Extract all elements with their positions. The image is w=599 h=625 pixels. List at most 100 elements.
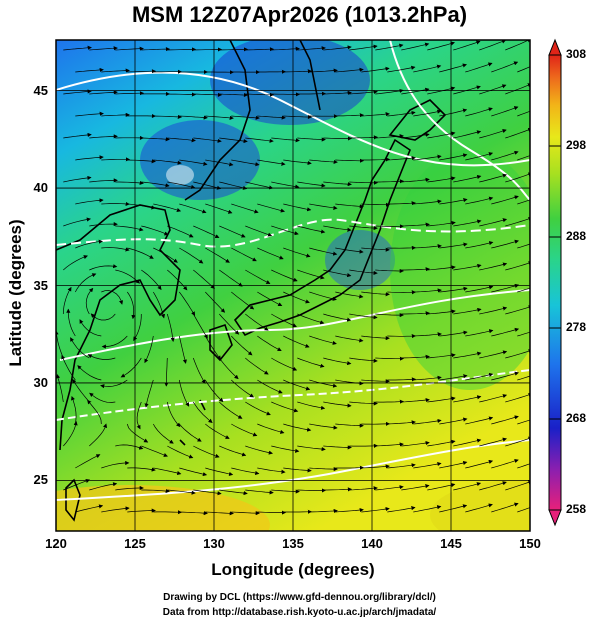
streamline [166,401,181,428]
streamline [219,225,246,238]
streamline [141,46,170,52]
streamline [427,396,456,403]
streamline [271,181,300,189]
streamline [85,287,94,315]
streamline [361,66,390,73]
streamline [115,485,144,491]
streamline [205,115,234,120]
streamline [335,423,364,428]
streamline [335,158,364,163]
streamline [491,458,519,469]
streamline [205,379,224,403]
streamline [309,379,338,388]
streamline [193,445,220,458]
streamline [387,463,416,469]
streamline [413,461,442,469]
streamline [141,445,168,457]
streamline [193,92,222,98]
streamline [349,89,378,95]
streamline [179,203,207,214]
streamline [167,92,196,97]
streamline [297,401,326,410]
streamline [75,198,104,205]
streamline [401,177,430,183]
colorbar-max-arrow [548,38,562,56]
streamline [479,306,508,315]
streamline [297,269,325,280]
streamline [387,110,416,117]
streamline [271,445,300,453]
streamline [193,489,222,496]
streamline [453,130,482,139]
streamline [323,181,352,187]
streamline [517,110,530,117]
streamline [413,418,442,425]
streamline [205,203,233,214]
streamline [323,313,352,322]
streamline [192,313,208,339]
streamline [101,290,124,305]
streamline [427,309,456,315]
streamline [153,467,182,476]
streamline [335,507,364,513]
streamline [401,87,430,95]
streamline [205,423,230,439]
streamline [152,291,166,319]
y-tick-25: 25 [33,472,48,488]
streamline [62,286,72,315]
streamline [375,88,404,95]
x-axis-label: Longitude (degrees) [211,560,375,579]
streamline [63,255,88,271]
streamline [335,67,364,73]
streamline [245,225,273,237]
streamline [465,285,494,293]
streamline [491,150,519,161]
streamline [323,445,352,450]
streamline [257,291,283,307]
credit-drawing: Drawing by DCL (https://www.gfd-dennou.o… [163,592,436,603]
x-tick-150: 150 [519,536,541,551]
streamline [257,203,285,213]
streamline [323,225,352,232]
streamline [505,436,530,447]
streamline [141,225,169,236]
streamline [401,440,430,447]
streamline [231,203,259,214]
streamline [413,332,442,337]
streamline [335,203,364,209]
streamline [453,351,482,359]
streamline [115,225,144,232]
streamline [75,504,104,513]
streamline [517,375,530,381]
streamline [245,313,269,331]
streamline [193,47,222,52]
streamline [245,181,274,190]
streamline [517,331,530,337]
streamline [413,244,442,249]
streamline [439,198,468,205]
streamline [505,40,530,51]
streamline [257,423,285,434]
streamline [283,114,312,120]
streamline [465,372,494,381]
streamline [231,291,255,310]
streamline [90,313,116,321]
streamline [349,486,378,491]
streamline [401,311,430,316]
streamline [141,137,170,142]
streamline [167,269,188,291]
streamline [375,134,404,139]
streamline [413,375,442,381]
streamline [309,423,338,430]
streamline [152,423,174,444]
streamline [361,379,390,384]
streamline [439,374,468,381]
streamline [349,313,378,320]
streamline [144,335,154,364]
streamline [517,155,530,161]
streamline [219,137,248,144]
streamline [349,225,378,231]
y-axis-label: Latitude (degrees) [6,219,25,367]
streamline [297,181,326,188]
x-tick-140: 140 [361,536,383,551]
